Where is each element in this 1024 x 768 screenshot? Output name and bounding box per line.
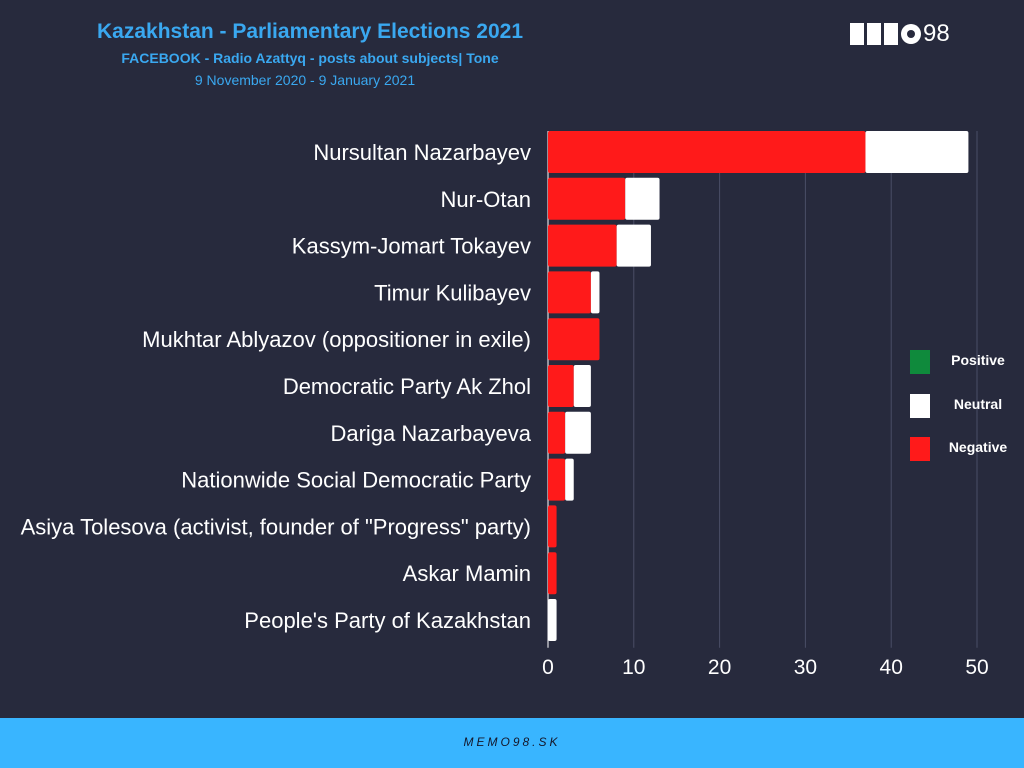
bar-neutral — [565, 411, 591, 454]
bar-neutral — [573, 365, 591, 407]
legend-item-positive: Positive — [910, 348, 1020, 376]
x-tick-label: 10 — [622, 656, 645, 679]
legend-item-neutral: Neutral — [910, 392, 1020, 420]
bar-negative — [548, 224, 617, 267]
bar-neutral — [865, 131, 969, 173]
bar-neutral — [625, 177, 660, 220]
category-label: Mukhtar Ablyazov (oppositioner in exile) — [142, 327, 531, 352]
date-range: 9 November 2020 - 9 January 2021 — [194, 72, 416, 88]
x-tick-label: 30 — [794, 656, 817, 679]
memo98-logo: 98 — [850, 20, 950, 48]
footer-bar: MEMO98.SK — [0, 718, 1024, 768]
legend-label-neutral: Neutral — [953, 396, 1003, 412]
chart-title: Kazakhstan - Parliamentary Elections 202… — [96, 20, 524, 43]
category-label: Nationwide Social Democratic Party — [181, 468, 531, 493]
logo-block-e — [867, 23, 881, 45]
bar-negative — [548, 271, 591, 314]
category-label: People's Party of Kazakhstan — [244, 608, 531, 633]
bar-negative — [548, 505, 557, 548]
bar-negative — [548, 177, 626, 220]
logo-block-m1 — [850, 23, 864, 45]
bar-neutral — [590, 271, 600, 314]
legend-swatch-neutral — [910, 394, 930, 418]
bar-chart: 0 10 20 30 40 50 Nursultan Nazarbayev Nur-Otan K… — [21, 131, 989, 679]
x-tick-label: 50 — [965, 656, 988, 679]
category-label: Askar Mamin — [403, 561, 531, 586]
logo-block-m2 — [884, 23, 898, 45]
bar-negative — [548, 318, 600, 361]
x-tick-label: 0 — [542, 656, 554, 679]
category-label: Kassym-Jomart Tokayev — [292, 234, 531, 259]
bar-negative — [548, 131, 866, 173]
x-tick-label: 40 — [880, 656, 903, 679]
category-label: Asiya Tolesova (activist, founder of "Pr… — [21, 514, 531, 539]
bar-neutral — [548, 599, 557, 641]
category-label: Dariga Nazarbayeva — [330, 421, 531, 446]
bar-negative — [548, 552, 557, 595]
legend-swatch-positive — [910, 350, 930, 374]
legend-swatch-negative — [910, 437, 930, 461]
category-label: Nursultan Nazarbayev — [313, 140, 531, 165]
bar-negative — [548, 458, 566, 501]
bar-neutral — [565, 458, 574, 501]
category-label: Democratic Party Ak Zhol — [283, 374, 531, 399]
logo-block-o — [901, 24, 921, 44]
legend-label-positive: Positive — [951, 352, 1005, 368]
legend-label-negative: Negative — [948, 439, 1008, 455]
category-label: Timur Kulibayev — [374, 280, 531, 305]
chart-subtitle: FACEBOOK - Radio Azattyq - posts about s… — [121, 50, 499, 66]
bar-neutral — [616, 224, 651, 267]
bar-negative — [548, 365, 574, 407]
logo-text: 98 — [923, 20, 950, 47]
x-tick-label: 20 — [708, 656, 731, 679]
footer-link[interactable]: MEMO98.SK — [463, 735, 561, 749]
bar-negative — [548, 411, 566, 454]
legend-item-negative: Negative — [910, 435, 1020, 463]
category-label: Nur-Otan — [441, 187, 531, 212]
